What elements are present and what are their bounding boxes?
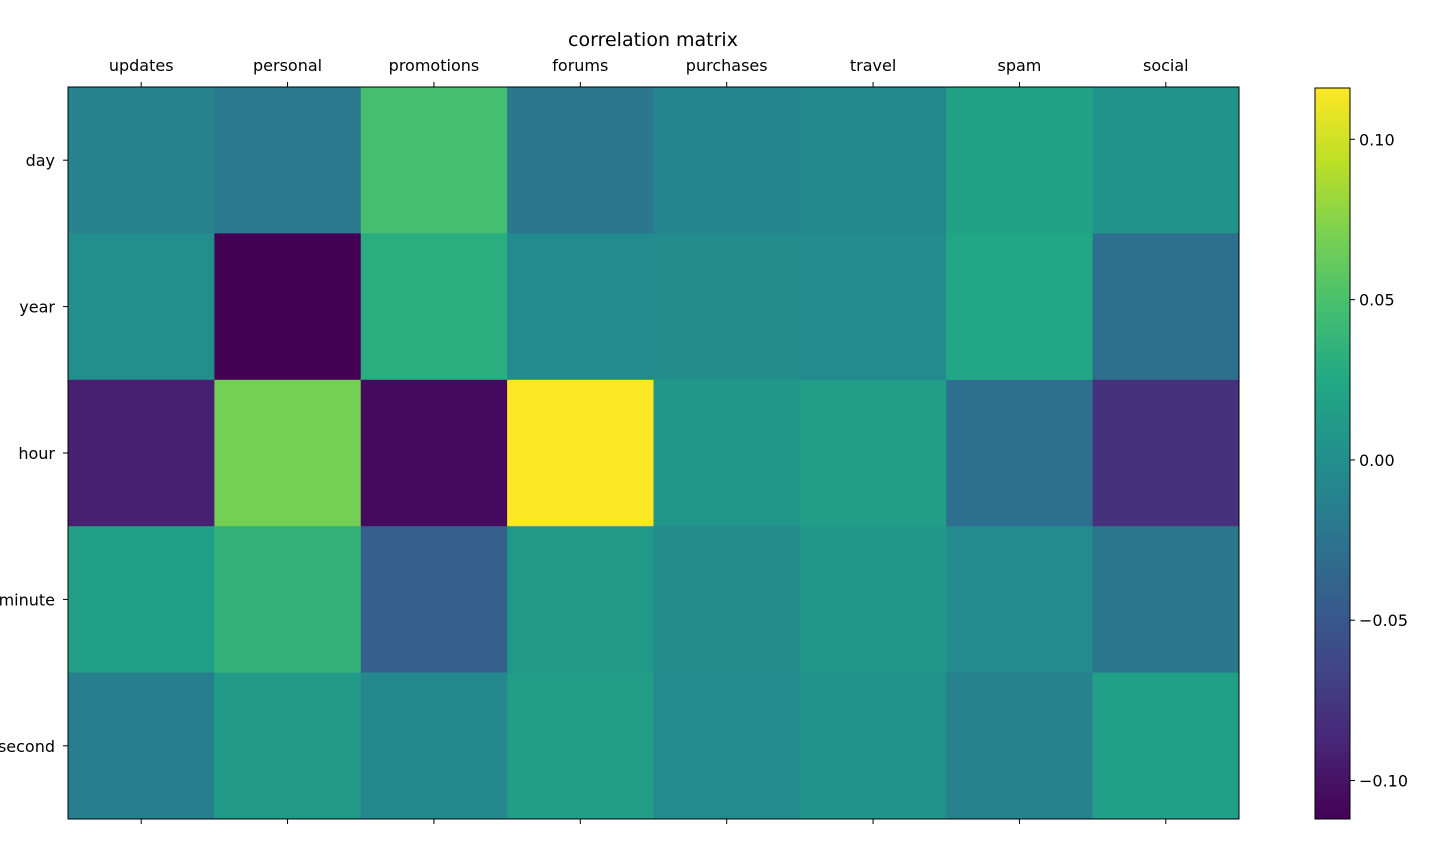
- heatmap-cell: [653, 526, 801, 674]
- y-tick-label: day: [26, 151, 55, 170]
- colorbar-tick-label: −0.10: [1359, 772, 1408, 791]
- heatmap-cell: [507, 233, 654, 381]
- heatmap-cell: [799, 233, 947, 381]
- heatmap-cell: [360, 379, 508, 527]
- heatmap-cell: [946, 672, 1094, 820]
- plot-frame: [67, 86, 1240, 820]
- heatmap-cell: [68, 672, 215, 820]
- heatmap-cell: [799, 379, 947, 527]
- heatmap-cell: [214, 526, 362, 674]
- heatmap-cell: [1092, 672, 1240, 820]
- heatmap-cell: [653, 379, 801, 527]
- heatmap-cell: [214, 379, 362, 527]
- heatmap-cell: [360, 672, 508, 820]
- colorbar-frame: [1314, 87, 1351, 820]
- y-axis: day year hour minute second: [0, 151, 68, 756]
- colorbar-tick-label: 0.10: [1359, 130, 1395, 149]
- y-tick-label: second: [0, 737, 55, 756]
- x-tick-label: travel: [850, 56, 896, 75]
- heatmap-cell: [507, 87, 654, 234]
- heatmap-cell: [946, 233, 1094, 381]
- heatmap-cells: [68, 87, 1240, 820]
- heatmap-cell: [214, 672, 362, 820]
- colorbar-tick-label: 0.05: [1359, 291, 1395, 310]
- heatmap-cell: [946, 379, 1094, 527]
- heatmap-cell: [507, 526, 654, 674]
- heatmap-cell: [799, 526, 947, 674]
- heatmap-cell: [360, 87, 508, 234]
- x-tick-label: forums: [552, 56, 608, 75]
- heatmap-cell: [653, 233, 801, 381]
- heatmap-cell: [946, 526, 1094, 674]
- heatmap-cell: [946, 87, 1094, 234]
- colorbar-tick-label: −0.05: [1359, 611, 1408, 630]
- colorbar: 0.10 0.05 0.00 −0.05 −0.10: [1314, 87, 1408, 820]
- heatmap-cell: [653, 87, 801, 234]
- heatmap-cell: [68, 379, 215, 527]
- heatmap-cell: [68, 526, 215, 674]
- heatmap-cell: [799, 87, 947, 234]
- x-tick-label: purchases: [686, 56, 768, 75]
- heatmap-cell: [1092, 233, 1240, 381]
- heatmap-cell: [507, 672, 654, 820]
- y-tick-label: minute: [0, 590, 55, 609]
- heatmap-cell: [214, 87, 362, 234]
- x-tick-label: promotions: [389, 56, 480, 75]
- heatmap-cell: [799, 672, 947, 820]
- heatmap-cell: [1092, 379, 1240, 527]
- colorbar-gradient: [1315, 88, 1350, 819]
- colorbar-tick-label: 0.00: [1359, 451, 1395, 470]
- heatmap-cell: [68, 233, 215, 381]
- heatmap-cell: [68, 87, 215, 234]
- heatmap-cell: [507, 379, 654, 527]
- x-tick-label: spam: [997, 56, 1041, 75]
- heatmap-cell: [360, 526, 508, 674]
- x-tick-label: updates: [109, 56, 174, 75]
- y-tick-label: hour: [18, 444, 55, 463]
- chart-title: correlation matrix: [568, 29, 738, 51]
- heatmap-cell: [653, 672, 801, 820]
- x-axis: updates personal promotions forums purchases…: [109, 56, 1189, 824]
- x-tick-label: personal: [253, 56, 322, 75]
- heatmap-cell: [1092, 87, 1240, 234]
- y-tick-label: year: [19, 298, 55, 317]
- heatmap-cell: [1092, 526, 1240, 674]
- heatmap-cell: [360, 233, 508, 381]
- x-tick-label: social: [1143, 56, 1189, 75]
- heatmap-cell: [214, 233, 362, 381]
